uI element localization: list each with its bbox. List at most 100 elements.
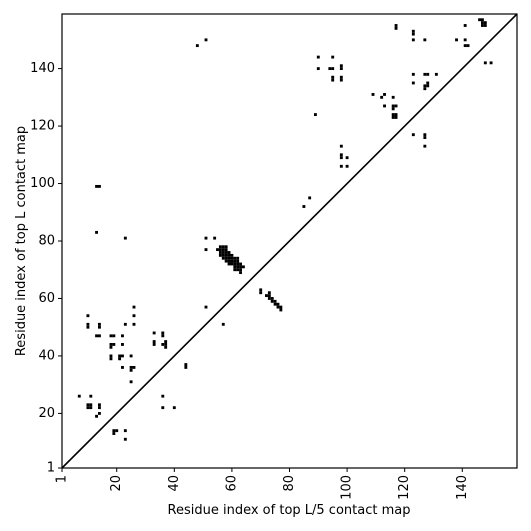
contact-point (161, 406, 165, 410)
contact-point (221, 248, 225, 252)
contact-point (98, 403, 101, 407)
contact-point (483, 24, 487, 27)
contact-point (98, 322, 101, 326)
contact-point (123, 437, 127, 441)
contact-point (218, 253, 222, 257)
contact-point (383, 104, 386, 108)
contact-point (227, 259, 231, 263)
contact-point (218, 251, 222, 254)
contact-point (89, 394, 93, 398)
contact-point (204, 305, 208, 309)
contact-point (152, 340, 156, 343)
diagonal-segment (61, 13, 518, 469)
contact-point (267, 297, 271, 300)
contact-point (270, 297, 274, 300)
contact-point (109, 354, 113, 358)
contact-point (112, 432, 116, 435)
contact-point (259, 288, 263, 292)
contact-point (227, 253, 231, 257)
contact-point (463, 44, 467, 48)
contact-point (233, 256, 237, 260)
contact-point (161, 343, 165, 346)
contact-point (115, 429, 119, 433)
contact-point (118, 357, 122, 361)
contact-point (221, 251, 225, 254)
contact-point (233, 262, 237, 266)
contact-point (339, 153, 343, 157)
contact-point (391, 104, 395, 108)
contact-point (241, 265, 245, 269)
contact-point (239, 271, 242, 275)
contact-point (129, 365, 133, 369)
contact-point (423, 133, 427, 137)
contact-point (233, 259, 237, 263)
contact-point (383, 93, 386, 96)
contact-point (270, 299, 274, 303)
contact-point (411, 133, 415, 137)
contact-point (302, 205, 306, 208)
contact-point (394, 104, 398, 108)
contact-points (77, 18, 493, 441)
contact-point (224, 248, 228, 252)
contact-point (339, 144, 343, 148)
contact-point (224, 259, 228, 263)
contact-point (279, 308, 283, 312)
contact-point (221, 322, 225, 326)
contact-point (216, 248, 219, 252)
contact-point (121, 334, 124, 338)
contact-point (132, 305, 136, 309)
contact-point (466, 44, 470, 48)
contact-point (230, 253, 234, 257)
contact-point (224, 251, 228, 254)
contact-point (481, 18, 484, 22)
contact-point (239, 262, 242, 266)
contact-point (86, 322, 90, 326)
contact-point (394, 113, 398, 116)
contact-point (481, 24, 484, 27)
contact-point (276, 305, 280, 309)
contact-point (224, 256, 228, 260)
contact-point (308, 196, 312, 200)
contact-point (463, 38, 467, 42)
contact-point (218, 248, 222, 252)
contact-point (129, 368, 133, 372)
contact-point (204, 38, 208, 42)
contact-point (112, 334, 116, 338)
contact-point (98, 184, 101, 188)
contact-point (267, 294, 271, 298)
contact-point (273, 302, 277, 306)
contact-point (273, 299, 277, 303)
y-tick-label: 60 (38, 291, 55, 306)
contact-point (172, 406, 176, 410)
contact-point (95, 230, 98, 234)
contact-point (423, 84, 427, 88)
contact-point (331, 78, 335, 82)
contact-point (109, 345, 113, 349)
contact-point (161, 394, 165, 398)
contact-point (86, 403, 90, 407)
contact-point (121, 354, 124, 358)
contact-point (129, 354, 133, 358)
contact-point (423, 144, 427, 148)
contact-point (483, 21, 487, 25)
x-tick-label: 1 (55, 475, 70, 483)
contact-point (394, 116, 398, 119)
contact-point (121, 365, 124, 369)
contact-point (121, 343, 124, 346)
contact-point (434, 72, 438, 76)
contact-point (230, 256, 234, 260)
contact-point (371, 93, 375, 96)
contact-point (98, 406, 101, 410)
x-tick-label: 20 (109, 475, 124, 492)
x-tick-label: 100 (340, 475, 355, 500)
contact-point (98, 325, 101, 329)
contact-point (411, 32, 415, 36)
y-tick-label: 1 (47, 461, 55, 476)
contact-point (316, 67, 320, 71)
x-tick-label: 120 (397, 475, 412, 500)
contact-point (95, 414, 98, 418)
contact-point (339, 164, 343, 168)
contact-point (164, 345, 168, 349)
contact-point (132, 314, 136, 318)
